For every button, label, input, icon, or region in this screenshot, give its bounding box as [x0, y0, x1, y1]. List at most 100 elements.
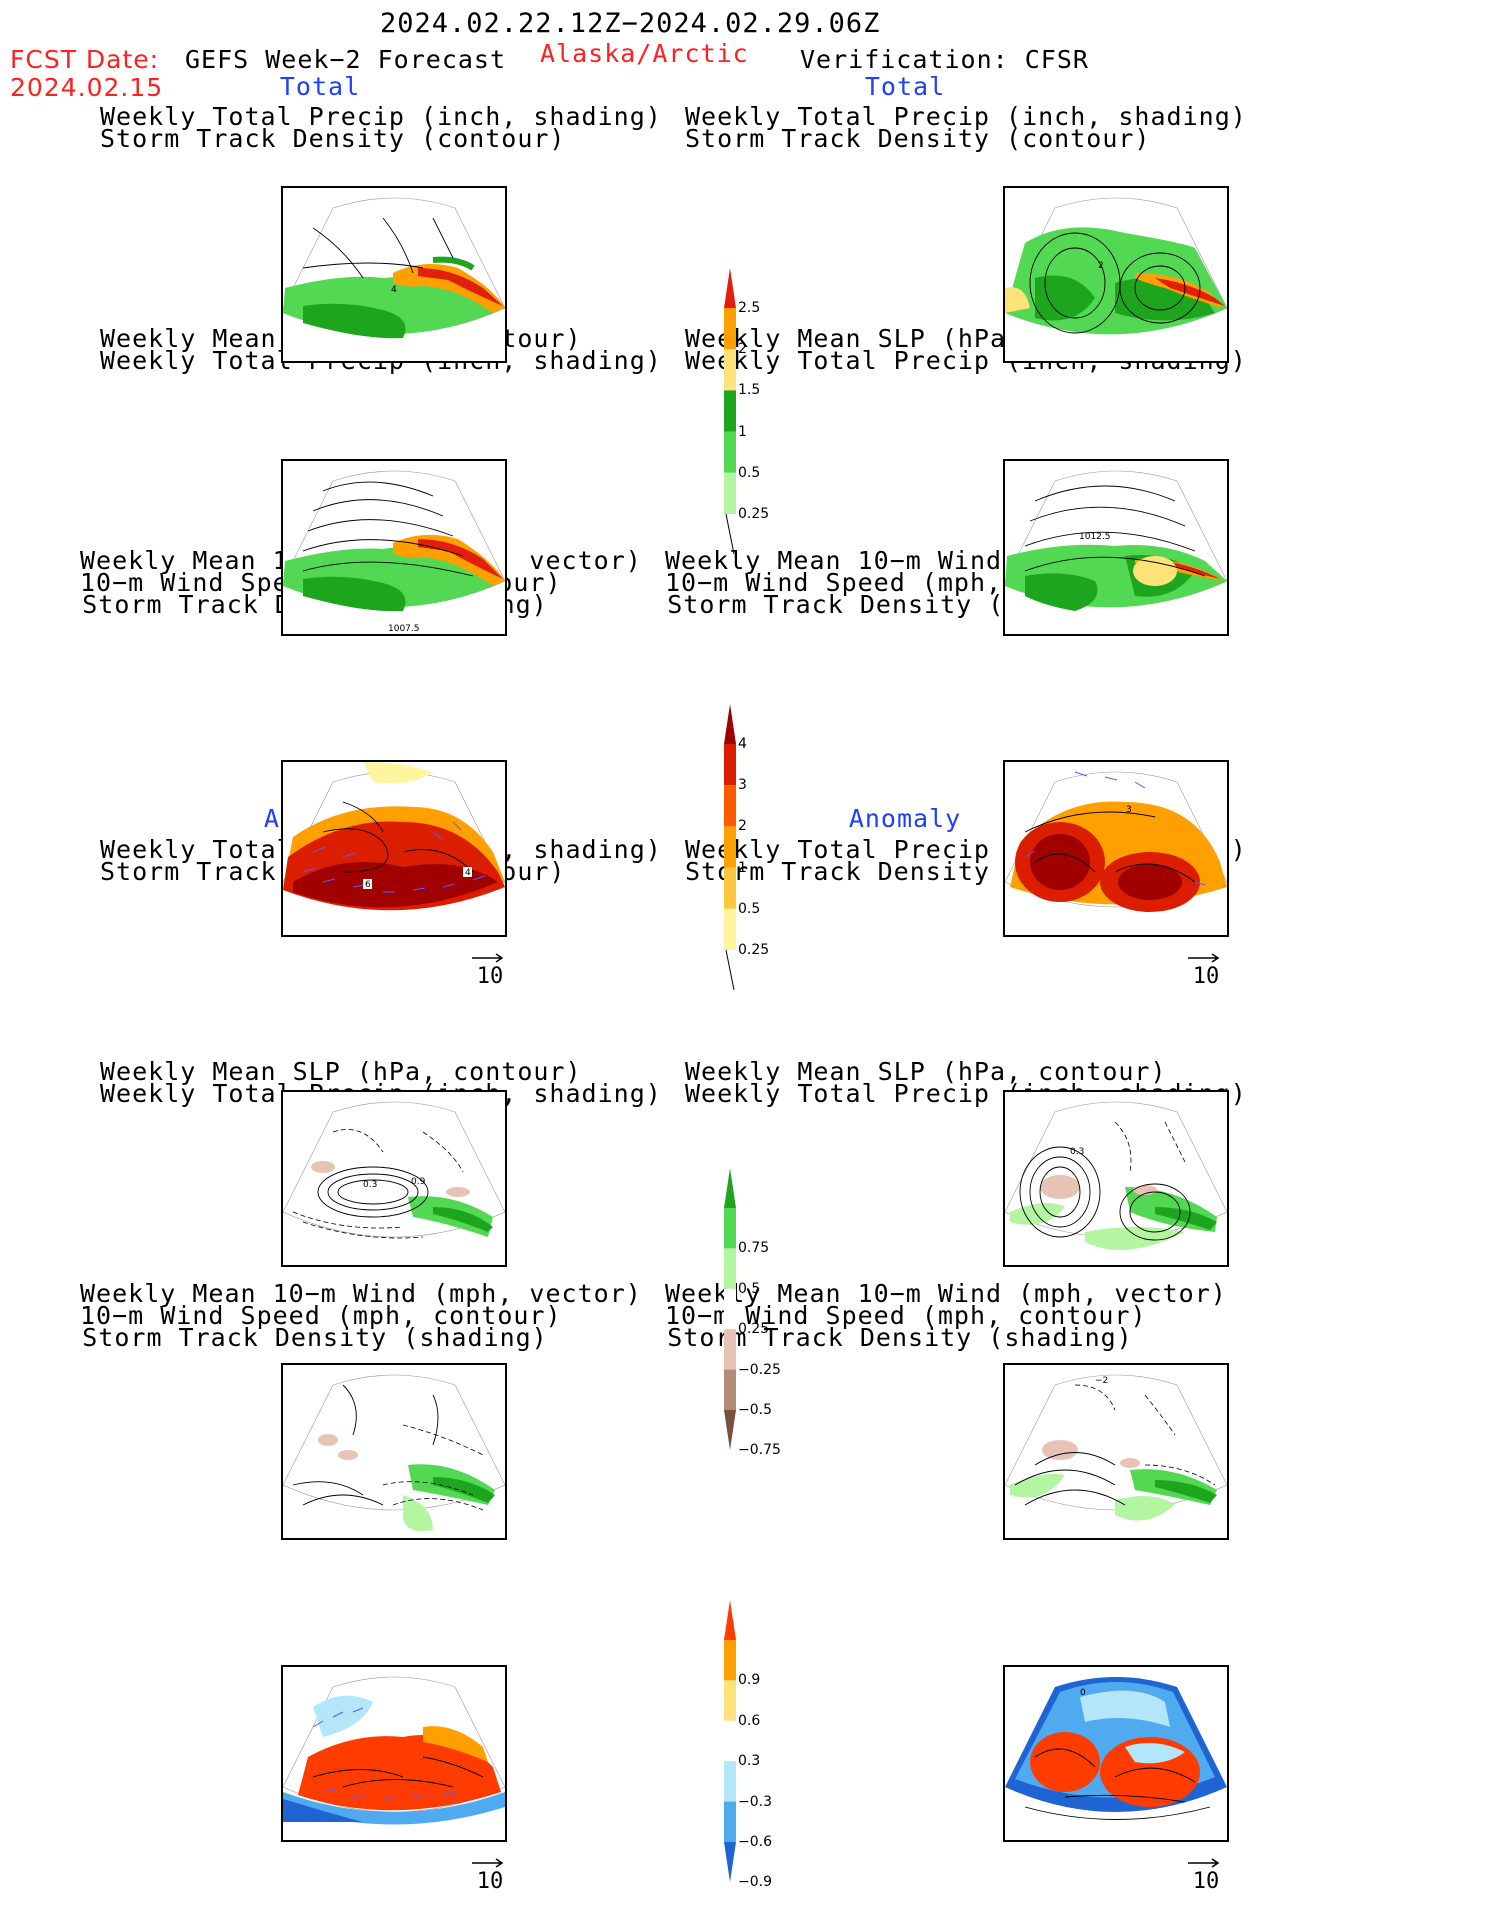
date-range-title: 2024.02.22.12Z−2024.02.29.06Z — [380, 8, 881, 39]
contour-label: 4 — [391, 285, 397, 295]
colorbar-tick-label: 2.5 — [738, 300, 761, 316]
colorbar-storm-total: 4 3 2 1 0.5 0.25 — [720, 704, 780, 990]
map-anom-slp-right: −2 — [1003, 1363, 1229, 1540]
colorbar-swatch — [724, 1761, 736, 1802]
colorbar-swatch — [724, 1801, 736, 1842]
colorbar-tick-label: 1 — [738, 423, 747, 440]
title-line: Storm Track Density (contour) — [685, 124, 1151, 153]
colorbar-swatch — [724, 431, 736, 473]
colorbar-swatch — [724, 744, 736, 786]
colorbar-tick-label: −0.25 — [738, 1361, 781, 1378]
colorbar-tick-label: 0.5 — [738, 464, 761, 481]
section-total-right: Total — [864, 72, 946, 101]
colorbar-svg — [724, 704, 736, 990]
colorbar-precip-total: 2.5 2 1.5 1 0.5 0.25 — [720, 268, 780, 554]
vector-reference-label: 10 — [476, 1869, 504, 1894]
map-total-wind-right: 3 — [1003, 760, 1229, 937]
colorbar-tick-label: 0.5 — [738, 900, 761, 917]
fcst-date-value: 2024.02.15 — [10, 73, 164, 102]
colorbar-tick-label: 0.25 — [738, 1321, 770, 1338]
title-line: Weekly Mean 10−m Wind (mph, vector) — [665, 1279, 1227, 1308]
colorbar-swatch — [724, 472, 736, 514]
colorbar-swatch — [724, 1288, 736, 1330]
map-anom-slp-left — [281, 1363, 507, 1540]
colorbar-swatch — [724, 349, 736, 391]
title-line: Weekly Total Precip (inch, shading) — [100, 102, 662, 131]
colorbar-swatch — [724, 826, 736, 868]
colorbar-swatch — [724, 1248, 736, 1289]
colorbar-top-cap — [724, 268, 736, 308]
map-anom-wind-right: 0 — [1003, 1665, 1229, 1842]
contour-label: 1012.5 — [1079, 532, 1111, 542]
colorbar-bottom-cap — [724, 1842, 736, 1882]
map-anom-wind-left — [281, 1665, 507, 1842]
colorbar-swatch — [724, 1640, 736, 1681]
vector-reference-label: 10 — [476, 964, 504, 989]
forecast-name: GEFS Week−2 Forecast — [185, 45, 507, 74]
vector-reference-anom-left: 10 — [460, 1855, 520, 1899]
colorbar-tick-label: 0.75 — [738, 1240, 770, 1257]
colorbar-tick-label: 2 — [738, 341, 747, 358]
vector-reference-label: 10 — [1192, 964, 1220, 989]
colorbar-tick-label: 1 — [738, 859, 747, 876]
map-total-wind-left: 6 4 — [281, 760, 507, 937]
colorbar-swatch — [724, 390, 736, 432]
title-line: 10−m Wind Speed (mph, contour) — [80, 1301, 562, 1330]
colorbar-storm-anom: 0.9 0.6 0.3 −0.3 −0.6 −0.9 — [720, 1600, 780, 1890]
colorbar-swatch — [724, 1369, 736, 1410]
colorbar-tick-label: 3 — [738, 777, 747, 794]
contour-label: −2 — [1095, 1376, 1108, 1386]
title-line: Storm Track Density (shading) — [82, 1323, 548, 1352]
section-anomaly-right: Anomaly — [848, 804, 962, 833]
colorbar-swatch — [724, 785, 736, 827]
title-line: Storm Track Density (contour) — [100, 124, 566, 153]
colorbar-tick-label: −0.9 — [738, 1874, 772, 1891]
vector-reference-anom-right: 10 — [1176, 1855, 1236, 1899]
contour-label: 2 — [1098, 261, 1104, 271]
contour-label: 6 — [365, 880, 371, 890]
title-line: Weekly Mean 10−m Wind (mph, vector) — [80, 1279, 642, 1308]
contour-label: 1007.5 — [388, 624, 420, 634]
colorbar-svg — [724, 1168, 736, 1450]
colorbar-top-cap — [724, 704, 736, 744]
map-anom-precip-right: 0.3 — [1003, 1090, 1229, 1267]
title-line: 10−m Wind Speed (mph, contour) — [665, 1301, 1147, 1330]
colorbar-top-cap — [724, 1600, 736, 1640]
vector-reference-total-left: 10 — [460, 950, 520, 994]
contour-label: 4 — [465, 868, 471, 878]
colorbar-svg — [724, 1600, 736, 1882]
colorbar-tick-label: 2 — [738, 818, 747, 835]
colorbar-tick-label: 0.3 — [738, 1753, 761, 1770]
map-total-slp-left: 1007.5 — [281, 459, 507, 636]
contour-label: 0 — [1080, 1688, 1086, 1698]
map-total-slp-right: 1012.5 — [1003, 459, 1229, 636]
title-line: Weekly Mean SLP (hPa, contour) — [685, 1057, 1167, 1086]
colorbar-tick-label: 0.25 — [738, 942, 770, 958]
colorbar-swatch — [724, 908, 736, 950]
colorbar-tail — [725, 949, 735, 990]
contour-label: 0.3 — [363, 1180, 377, 1190]
verification-label: Verification: CFSR — [800, 45, 1089, 74]
fcst-date-label: FCST Date: — [10, 45, 160, 74]
colorbar-swatch — [724, 308, 736, 350]
colorbar-swatch — [724, 1329, 736, 1370]
vector-reference-total-right: 10 — [1176, 950, 1236, 994]
colorbar-tail — [725, 513, 735, 554]
region-label: Alaska/Arctic — [540, 39, 749, 68]
map-anom-precip-left: 0.3 0.9 — [281, 1090, 507, 1267]
colorbar-swatch — [724, 867, 736, 909]
contour-label: 0.3 — [1070, 1147, 1084, 1157]
map-total-precip-left: 4 — [281, 186, 507, 363]
colorbar-tick-label: 4 — [738, 736, 747, 752]
colorbar-tick-label: 0.6 — [738, 1712, 761, 1729]
colorbar-precip-anom: 0.75 0.5 0.25 −0.25 −0.5 −0.75 — [720, 1168, 781, 1458]
contour-label: 0.9 — [411, 1177, 426, 1187]
title-line: Weekly Mean SLP (hPa, contour) — [100, 1057, 582, 1086]
colorbar-tick-label: 1.5 — [738, 382, 761, 399]
colorbar-top-cap — [724, 1168, 736, 1208]
colorbar-tick-label: −0.75 — [738, 1442, 781, 1459]
colorbar-bottom-cap — [724, 1410, 736, 1450]
colorbar-tick-label: 0.25 — [738, 506, 770, 522]
colorbar-svg — [724, 268, 736, 554]
colorbar-tick-label: −0.5 — [738, 1402, 772, 1418]
